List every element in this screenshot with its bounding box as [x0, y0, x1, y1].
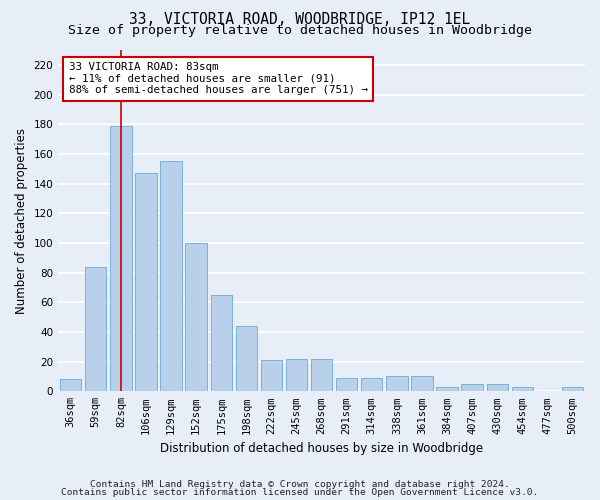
Text: Contains public sector information licensed under the Open Government Licence v3: Contains public sector information licen… — [61, 488, 539, 497]
Y-axis label: Number of detached properties: Number of detached properties — [15, 128, 28, 314]
Text: 33, VICTORIA ROAD, WOODBRIDGE, IP12 1EL: 33, VICTORIA ROAD, WOODBRIDGE, IP12 1EL — [130, 12, 470, 28]
Bar — [311, 358, 332, 392]
Text: Contains HM Land Registry data © Crown copyright and database right 2024.: Contains HM Land Registry data © Crown c… — [90, 480, 510, 489]
Bar — [236, 326, 257, 392]
Bar — [136, 173, 157, 392]
Bar — [60, 380, 82, 392]
Bar — [160, 162, 182, 392]
Bar — [436, 387, 458, 392]
Text: Size of property relative to detached houses in Woodbridge: Size of property relative to detached ho… — [68, 24, 532, 37]
Bar — [461, 384, 483, 392]
Bar — [411, 376, 433, 392]
Bar — [562, 387, 583, 392]
Bar — [512, 387, 533, 392]
X-axis label: Distribution of detached houses by size in Woodbridge: Distribution of detached houses by size … — [160, 442, 483, 455]
Bar — [336, 378, 358, 392]
Bar — [110, 126, 131, 392]
Bar — [261, 360, 282, 392]
Text: 33 VICTORIA ROAD: 83sqm
← 11% of detached houses are smaller (91)
88% of semi-de: 33 VICTORIA ROAD: 83sqm ← 11% of detache… — [69, 62, 368, 95]
Bar — [487, 384, 508, 392]
Bar — [211, 295, 232, 392]
Bar — [361, 378, 382, 392]
Bar — [185, 243, 207, 392]
Bar — [286, 358, 307, 392]
Bar — [85, 266, 106, 392]
Bar — [386, 376, 407, 392]
